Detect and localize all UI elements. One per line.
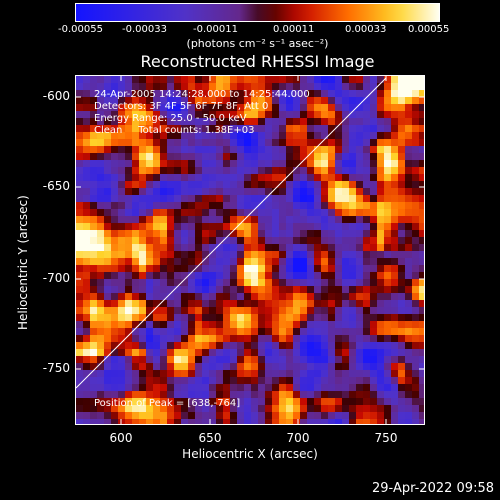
colorbar-units: (photons cm⁻² s⁻¹ asec⁻²) [186, 37, 329, 50]
y-tick-label: -600 [42, 89, 70, 103]
x-tick-label: 650 [198, 431, 222, 445]
colorbar-tick-label: -0.00055 [58, 24, 103, 35]
y-tick-label: -650 [42, 179, 70, 193]
colorbar-tick-label: 0.00011 [273, 24, 315, 35]
timestamp: 29-Apr-2022 09:58 [372, 481, 494, 496]
x-tick-label: 700 [286, 431, 310, 445]
y-axis-label: Heliocentric Y (arcsec) [16, 195, 30, 330]
detectors-text: Detectors: 3F 4F 5F 6F 7F 8F, Att 0 [94, 101, 269, 112]
rhessi-image: 24-Apr-2005 14:24:28.000 to 14:25:44.000… [75, 75, 425, 425]
time-range-text: 24-Apr-2005 14:24:28.000 to 14:25:44.000 [94, 89, 310, 100]
image-title: Reconstructed RHESSI Image [140, 52, 375, 71]
peak-position-text: Position of Peak = [638,-764] [94, 398, 241, 409]
colorbar-tick-label: -0.00033 [122, 24, 167, 35]
clean-counts-text: Clean Total counts: 1.38E+03 [94, 125, 255, 136]
x-axis-label: Heliocentric X (arcsec) [182, 447, 318, 461]
colorbar-tick-label: 0.00055 [408, 24, 450, 35]
colorbar-tick-label: -0.00011 [193, 24, 238, 35]
x-tick-label: 600 [109, 431, 133, 445]
heatmap [76, 76, 424, 424]
x-tick-label: 750 [374, 431, 398, 445]
limb-line [76, 77, 387, 389]
y-tick-label: -700 [42, 271, 70, 285]
y-tick-label: -750 [42, 361, 70, 375]
colorbar [75, 3, 440, 22]
colorbar-tick-label: 0.00033 [345, 24, 387, 35]
energy-range-text: Energy Range: 25.0 - 50.0 keV [94, 113, 247, 124]
